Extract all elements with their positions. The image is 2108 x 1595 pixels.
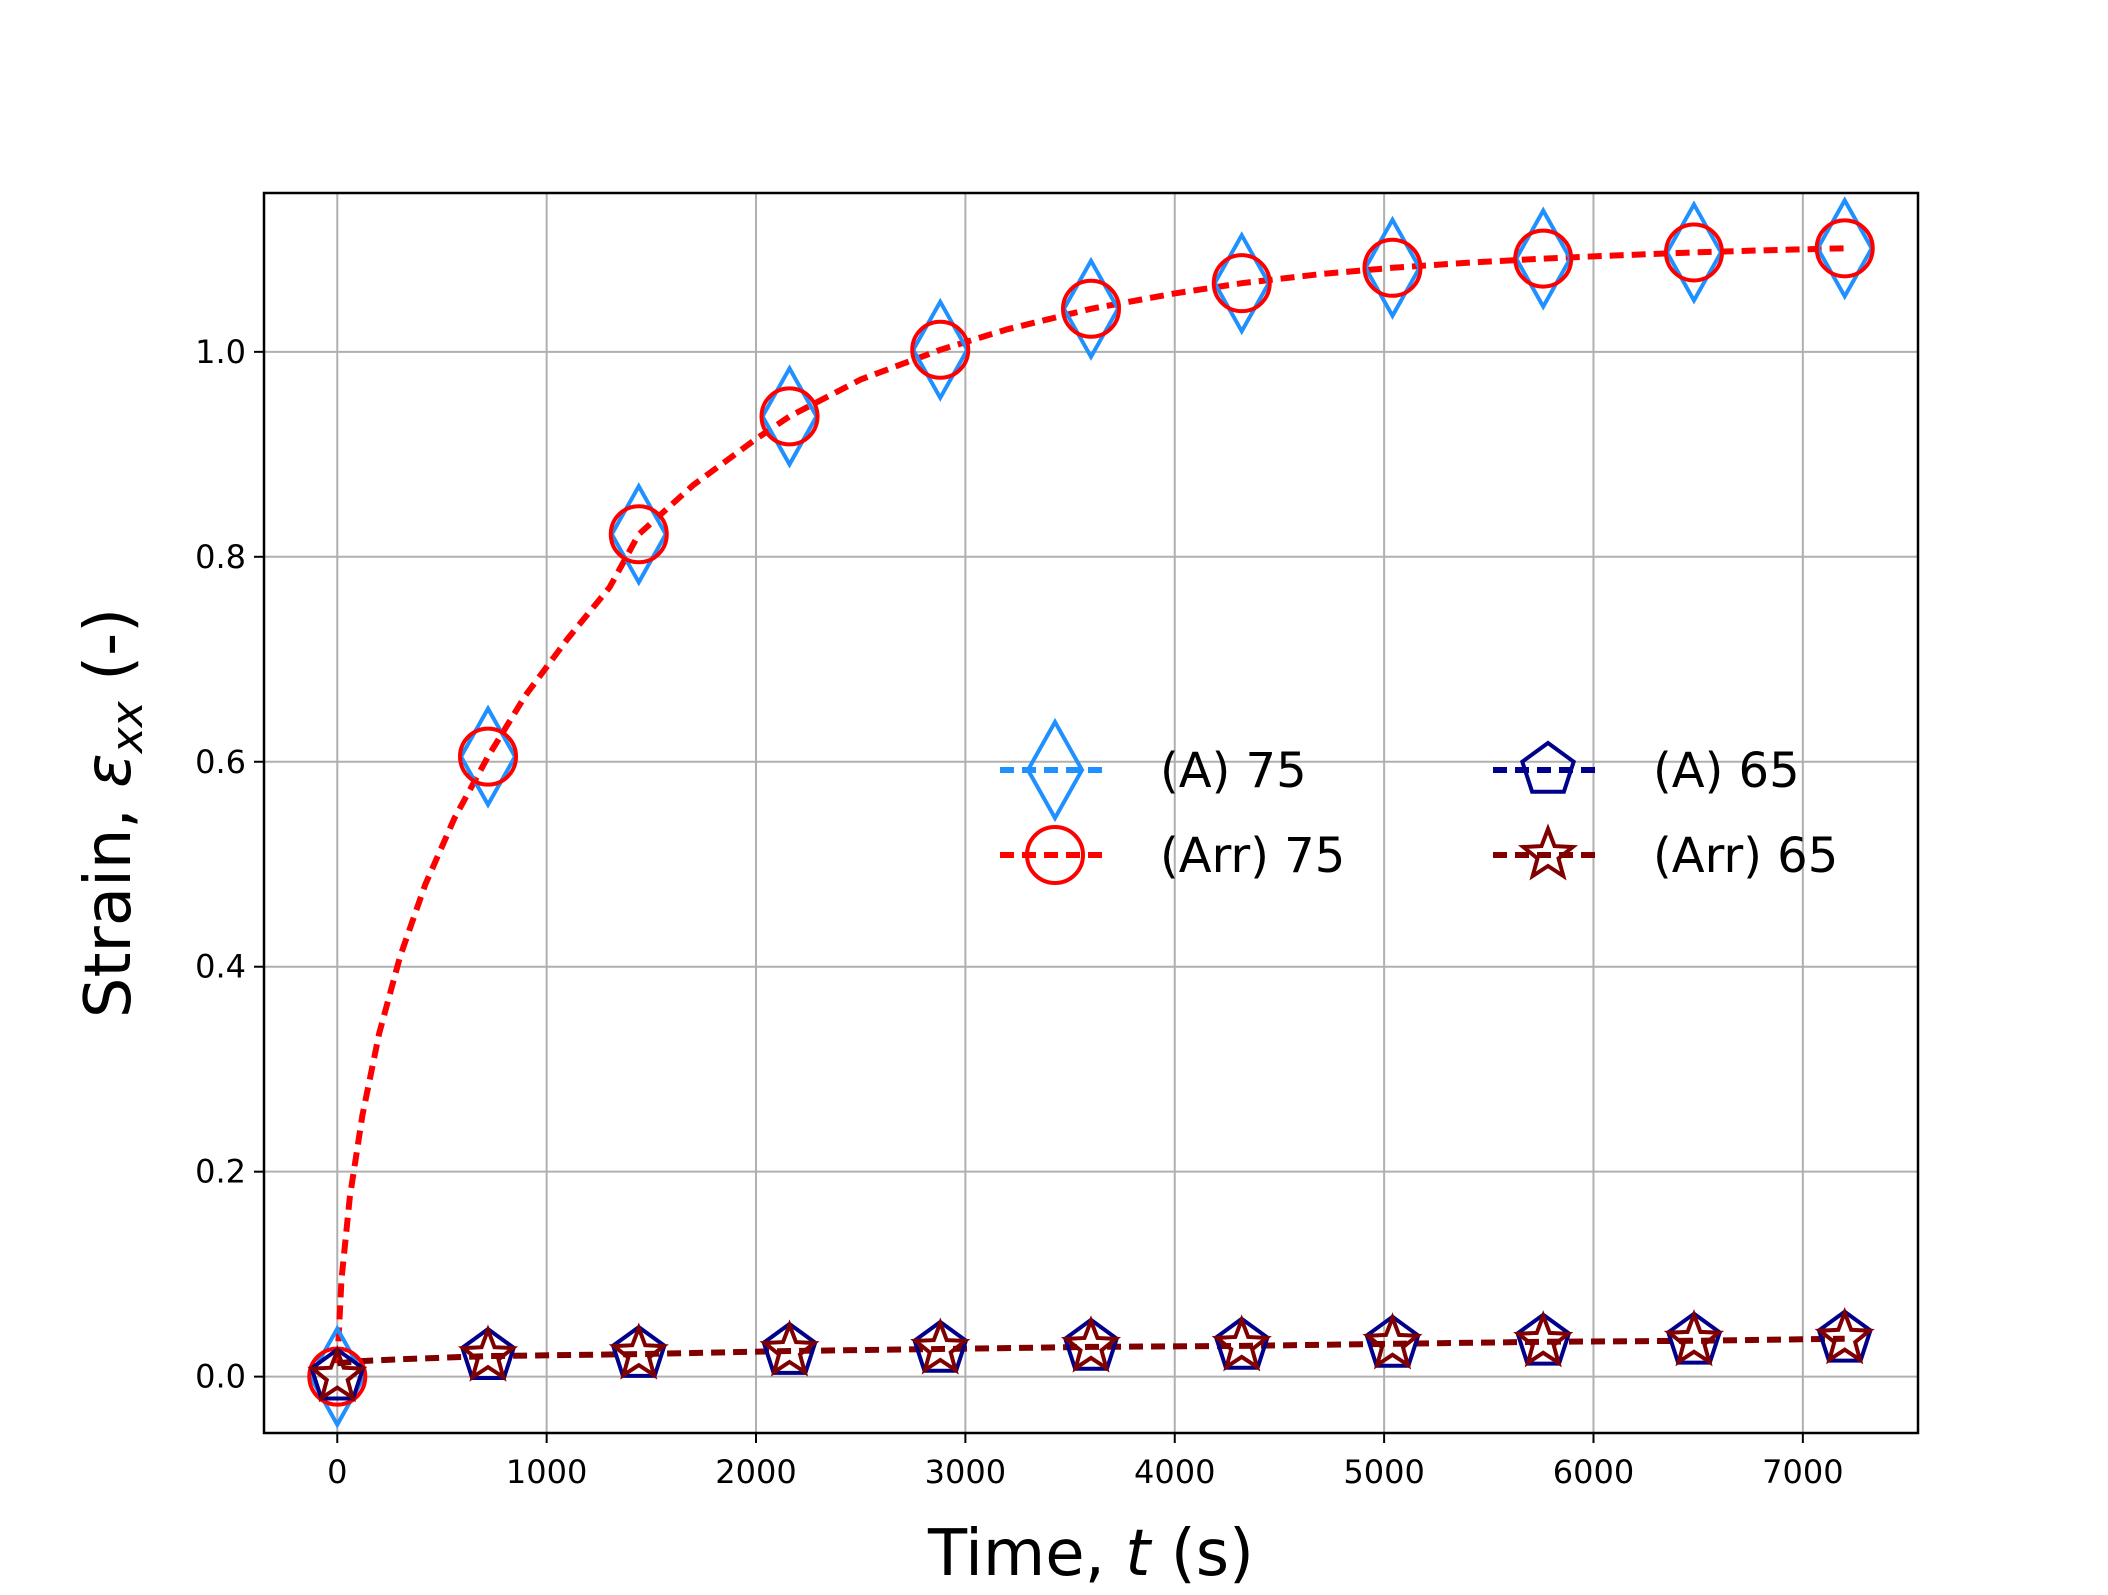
data-point-pentagon [459,1326,517,1380]
data-point-pentagon [1816,1309,1873,1363]
x-axis-label: Time, t (s) [927,1517,1254,1591]
data-point-circle [1513,228,1574,289]
data-point-diamond [760,364,819,469]
x-tick-label: 0 [327,1453,347,1491]
x-tick-label: 2000 [715,1453,796,1491]
y-axis-label: Strain, εxx (-) [72,608,153,1018]
x-tick-label: 1000 [506,1453,587,1491]
legend-label: (A) 75 [1160,743,1307,799]
y-axis-label-unit: (-) [72,608,146,701]
data-point-pentagon [1213,1316,1270,1370]
legend: (A) 75 (Arr) 75 (A) 65 (Arr) 65 [1000,717,1838,885]
data-point-star [1513,1310,1574,1368]
legend-entry: (A) 65 [1493,740,1800,799]
data-point-diamond [1212,231,1272,336]
legend-label: (Arr) 75 [1160,828,1345,884]
y-axis-label-sub: xx [102,700,153,755]
data-point-circle [1211,253,1272,314]
data-point-pentagon [1665,1311,1723,1365]
data-point-pentagon [309,1347,366,1401]
legend-marker-star [1517,823,1579,881]
y-axis-label-var: ε [72,753,146,788]
data-point-star [1060,1315,1122,1373]
data-point-circle [1362,237,1423,298]
x-tick-label: 4000 [1134,1453,1215,1491]
data-point-circle [458,726,519,787]
x-tick-label: 5000 [1343,1453,1424,1491]
x-axis-label-unit: (s) [1150,1517,1254,1591]
y-tick-label: 0.8 [195,538,246,576]
data-point-diamond [458,704,518,809]
data-point-star [1362,1312,1423,1370]
y-axis-label-pre: Strain, [72,788,146,1018]
data-point-star [1663,1309,1725,1367]
series-pentagon [309,1309,1873,1401]
data-point-diamond [609,482,669,587]
data-point-diamond [1815,196,1875,301]
fit-line [334,245,1845,1364]
data-point-star [457,1324,519,1382]
y-tick-label: 1.0 [195,333,246,371]
legend-entry: (Arr) 75 [1000,825,1345,885]
plot-frame [262,191,1920,1435]
data-point-pentagon [1364,1314,1421,1368]
fit-lines [334,245,1845,1367]
data-point-circle [759,386,820,447]
x-tick-label: 3000 [925,1453,1006,1491]
legend-marker-pentagon [1519,740,1577,794]
data-point-pentagon [1515,1312,1572,1366]
legend-marker-circle [1025,825,1085,885]
data-point-pentagon [1062,1317,1120,1371]
y-tick-label: 0.6 [195,743,246,781]
data-point-star [1814,1307,1875,1365]
x-tick-label: 7000 [1762,1453,1843,1491]
legend-label: (A) 65 [1653,743,1800,799]
data-point-star [608,1322,669,1380]
data-point-circle [608,504,669,565]
data-point-circle [1663,222,1724,283]
data-point-diamond [910,297,970,402]
data-point-circle [910,319,971,380]
markers [307,196,1875,1429]
x-tick-label: 6000 [1553,1453,1634,1491]
grid [264,193,1918,1433]
x-axis-label-pre: Time, [927,1517,1125,1591]
data-point-pentagon [761,1321,818,1375]
data-point-star [307,1344,368,1403]
y-tick-label: 0.0 [195,1358,246,1396]
series-circle [307,218,1875,1407]
data-point-star [910,1317,971,1375]
data-point-diamond [1061,256,1121,361]
legend-entry: (Arr) 65 [1493,823,1838,884]
data-point-star [759,1319,820,1377]
data-point-star [1211,1314,1272,1372]
data-point-circle [1061,278,1121,339]
fit-line [337,1335,1845,1367]
legend-marker-diamond [1025,717,1085,823]
y-tick-label: 0.4 [195,948,246,986]
series-star [307,1307,1875,1403]
data-point-diamond [1513,206,1573,311]
legend-label: (Arr) 65 [1653,828,1838,884]
data-point-pentagon [610,1324,667,1378]
data-point-circle [1814,218,1875,279]
y-tick-label: 0.2 [195,1153,246,1191]
legend-entry: (A) 75 [1000,717,1307,823]
axis-ticks: 0 1000 2000 3000 4000 5000 6000 7000 0.0 0.2 0.4 0.… [195,333,1843,1491]
x-axis-label-var: t [1125,1517,1153,1591]
data-point-diamond [1363,215,1422,320]
data-point-pentagon [912,1319,969,1373]
data-point-diamond [1664,200,1724,305]
